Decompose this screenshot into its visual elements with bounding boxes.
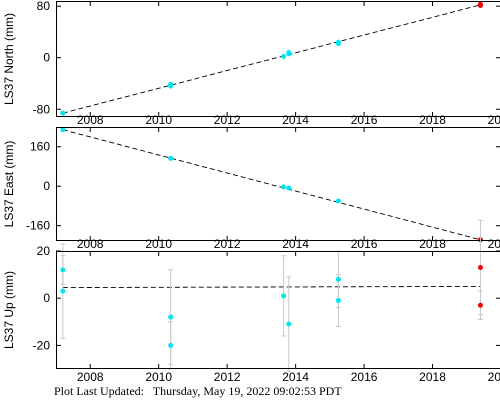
up-bottom-x-tick-label: 2016 xyxy=(351,370,378,384)
up-data-point xyxy=(60,288,66,294)
north-data-point xyxy=(60,110,66,116)
north-plot-frame xyxy=(56,1,500,117)
up-trend-line xyxy=(62,285,481,289)
up-y-tick-label: -20 xyxy=(33,338,51,352)
east-y-tick-label: -160 xyxy=(26,219,50,233)
east-x-tick-label: 2018 xyxy=(419,113,446,127)
up-recent-point xyxy=(477,265,483,271)
north-data-point xyxy=(281,53,287,59)
up-data-point xyxy=(168,342,174,348)
up-bottom-x-tick-label: 2008 xyxy=(77,370,104,384)
up-plot-frame xyxy=(56,251,500,369)
east-y-tick-label: 160 xyxy=(30,140,50,154)
footer-datetime: Thursday, May 19, 2022 09:02:53 PDT xyxy=(152,384,342,398)
east-trend-line xyxy=(62,129,481,241)
up-x-tick-label: 2014 xyxy=(282,237,309,251)
up-bottom-x-tick-label: 2012 xyxy=(214,370,241,384)
north-data-point xyxy=(335,41,341,47)
east-x-tick-label: 2008 xyxy=(77,113,104,127)
north-data-point xyxy=(286,50,292,56)
north-recent-point xyxy=(477,3,483,9)
north-y-tick-label: 80 xyxy=(37,0,51,13)
up-data-point xyxy=(335,298,341,304)
east-data-point xyxy=(60,127,66,133)
up-data-point xyxy=(335,276,341,282)
north-y-tick-label: 0 xyxy=(43,51,50,65)
north-panel: 80 0 -80 LS37 North (mm) xyxy=(2,0,500,117)
footer-label: Plot Last Updated: xyxy=(54,384,144,398)
east-x-tick-label: 2012 xyxy=(214,113,241,127)
up-x-tick-label: 2016 xyxy=(351,237,378,251)
east-y-axis-label: LS37 East (mm) xyxy=(2,141,16,228)
east-x-tick-label: 2016 xyxy=(351,113,378,127)
up-x-tick-label: 2012 xyxy=(214,237,241,251)
north-trend-line xyxy=(62,4,481,114)
east-data-point xyxy=(281,184,287,190)
up-recent-point xyxy=(477,302,483,308)
up-y-axis-label: LS37 Up (mm) xyxy=(2,271,16,349)
north-y-axis-label: LS37 North (mm) xyxy=(2,13,16,105)
east-data-point xyxy=(286,185,292,191)
up-x-tick-label: 2010 xyxy=(145,237,172,251)
east-y-tick-label: 0 xyxy=(43,179,50,193)
north-y-tick-label: -80 xyxy=(33,102,51,116)
up-data-point xyxy=(281,293,287,299)
east-data-point xyxy=(335,198,341,204)
plot-updated-footer: Plot Last Updated: Thursday, May 19, 202… xyxy=(54,384,342,399)
up-data-point xyxy=(168,314,174,320)
east-x-tick-label: 2010 xyxy=(145,113,172,127)
east-x-tick-label: 2014 xyxy=(282,113,309,127)
up-bottom-x-tick-label: 2018 xyxy=(419,370,446,384)
up-y-tick-label: 0 xyxy=(43,291,50,305)
up-bottom-x-tick-label: 2014 xyxy=(282,370,309,384)
up-x-tick-label: 2008 xyxy=(77,237,104,251)
up-data-point xyxy=(60,267,66,273)
east-plot-frame xyxy=(56,127,500,241)
up-y-tick-label: 20 xyxy=(37,244,51,258)
up-bottom-x-tick-label: 2010 xyxy=(145,370,172,384)
up-data-point xyxy=(286,321,292,327)
north-data-point xyxy=(168,81,174,87)
up-x-tick-label: 2018 xyxy=(419,237,446,251)
east-data-point xyxy=(168,155,174,161)
